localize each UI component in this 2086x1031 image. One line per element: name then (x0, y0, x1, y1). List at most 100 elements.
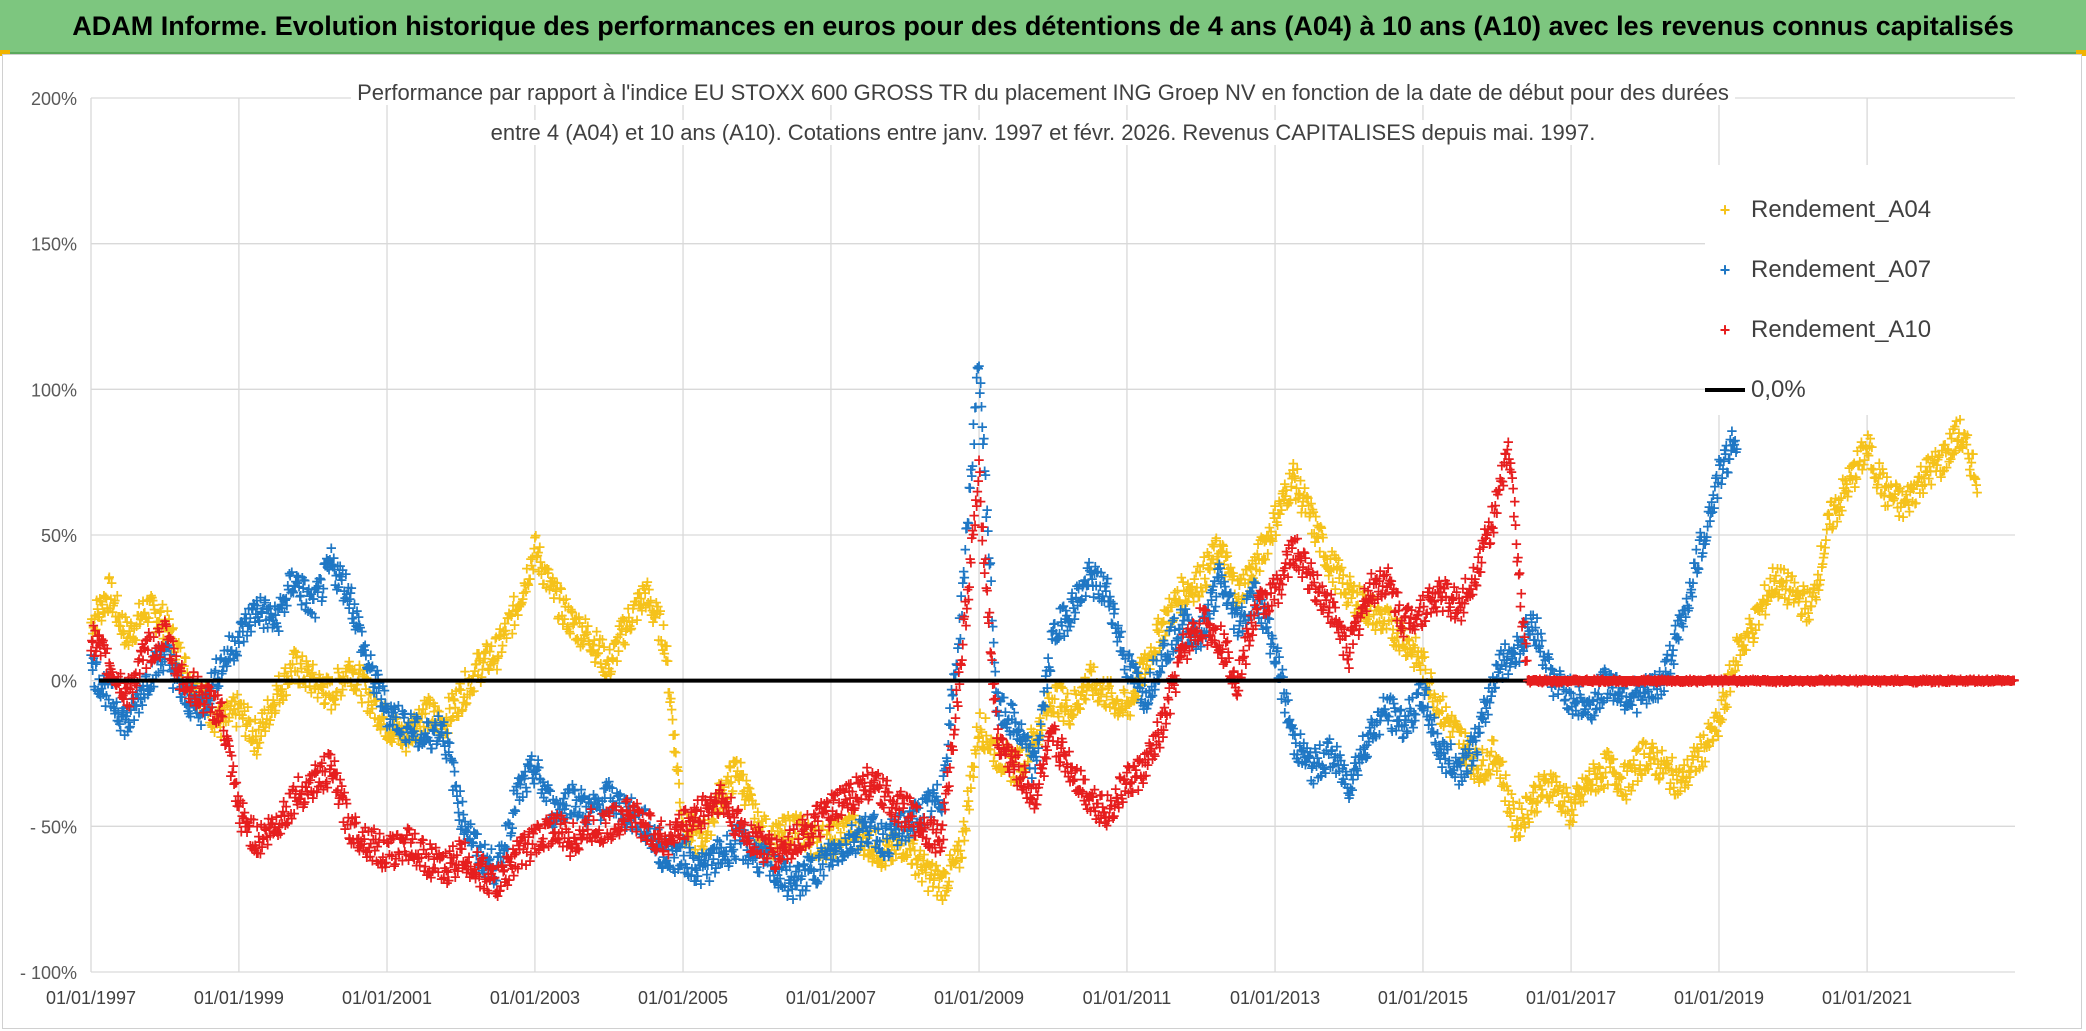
scatter-series: ++++++++++++++++++++++++++++++++++++++++… (85, 357, 2021, 909)
data-point-Rendement_A07: + (973, 357, 986, 375)
data-point-Rendement_A04: + (137, 592, 150, 610)
x-tick-label: 01/01/2007 (786, 988, 876, 1008)
data-point-Rendement_A04: + (107, 597, 120, 615)
data-point-Rendement_A04: + (126, 633, 139, 651)
x-tick-label: 01/01/2017 (1526, 988, 1616, 1008)
data-point-Rendement_A07: + (1731, 440, 1744, 458)
data-point-Rendement_A04: + (109, 592, 122, 610)
data-point-Rendement_A04: + (669, 726, 682, 744)
data-point-Rendement_A04: + (145, 586, 158, 604)
data-point-Rendement_A04: + (89, 607, 102, 625)
data-point-Rendement_A04: + (143, 592, 156, 610)
data-point-Rendement_A04: + (94, 592, 107, 610)
y-tick-label: 150% (31, 235, 77, 255)
corner-mark-right (2076, 50, 2086, 56)
data-point-Rendement_A04: + (134, 615, 147, 633)
data-point-Rendement_A07: + (1282, 691, 1295, 709)
x-tick-label: 01/01/2005 (638, 988, 728, 1008)
data-point-Rendement_A04: + (128, 620, 141, 638)
data-point-Rendement_A04: + (87, 618, 100, 636)
data-point-Rendement_A04: + (673, 775, 686, 793)
data-point-Rendement_A04: + (116, 605, 129, 623)
data-point-Rendement_A04: + (98, 587, 111, 605)
data-point-Rendement_A07: + (974, 374, 987, 392)
x-tick-label: 01/01/2003 (490, 988, 580, 1008)
data-point-Rendement_A04: + (88, 610, 101, 628)
data-point-Rendement_A04: + (95, 611, 108, 629)
data-point-Rendement_A07: + (1101, 569, 1114, 587)
data-point-Rendement_A07: + (975, 398, 988, 416)
data-point-Rendement_A04: + (113, 617, 126, 635)
data-point-Rendement_A04: + (120, 634, 133, 652)
data-point-Rendement_A07: + (1471, 746, 1484, 764)
data-point-Rendement_A04: + (117, 622, 130, 640)
data-point-Rendement_A04: + (104, 599, 117, 617)
data-point-Rendement_A04: + (956, 849, 969, 867)
y-tick-label: - 50% (30, 817, 77, 837)
x-axis-ticks: 01/01/1997 01/01/1999 01/01/2001 01/01/2003… (46, 988, 1912, 1008)
data-point-Rendement_A04: + (661, 652, 674, 670)
data-point-Rendement_A04: + (125, 614, 138, 632)
data-point-Rendement_A04: + (139, 608, 152, 626)
y-tick-label: - 100% (20, 963, 77, 983)
data-point-Rendement_A04: + (97, 603, 110, 621)
data-point-Rendement_A04: + (113, 608, 126, 626)
data-point-Rendement_A04: + (106, 603, 119, 621)
y-tick-label: 0% (51, 672, 77, 692)
data-point-Rendement_A04: + (123, 622, 136, 640)
data-point-Rendement_A04: + (115, 625, 128, 643)
data-point-Rendement_A04: + (142, 609, 155, 627)
data-point-Rendement_A04: + (136, 607, 149, 625)
data-point-Rendement_A04: + (118, 624, 131, 642)
data-point-Rendement_A07: + (1115, 623, 1128, 641)
x-tick-label: 01/01/2009 (934, 988, 1024, 1008)
y-tick-label: 200% (31, 89, 77, 109)
data-point-Rendement_A04: + (135, 607, 148, 625)
data-point-Rendement_A07: + (978, 429, 991, 447)
data-point-Rendement_A04: + (109, 607, 122, 625)
data-point-Rendement_A04: + (133, 594, 146, 612)
data-point-Rendement_A04: + (102, 602, 115, 620)
data-point-Rendement_A04: + (91, 600, 104, 618)
data-point-Rendement_A04: + (129, 631, 142, 649)
data-point-Rendement_A04: + (122, 636, 135, 654)
report-banner-title: ADAM Informe. Evolution historique des p… (0, 0, 2086, 54)
data-point-Rendement_A04: + (141, 591, 154, 609)
y-tick-label: 100% (31, 380, 77, 400)
data-point-Rendement_A04: + (121, 629, 134, 647)
data-point-Rendement_A04: + (963, 800, 976, 818)
data-point-Rendement_A04: + (101, 599, 114, 617)
data-point-Rendement_A04: + (130, 617, 143, 635)
data-point-Rendement_A04: + (86, 610, 99, 628)
data-point-Rendement_A04: + (142, 613, 155, 631)
data-point-Rendement_A04: + (96, 595, 109, 613)
data-point-Rendement_A04: + (98, 603, 111, 621)
x-tick-label: 01/01/2013 (1230, 988, 1320, 1008)
data-point-Rendement_A04: + (1961, 426, 1974, 444)
data-point-Rendement_A04: + (144, 589, 157, 607)
data-point-Rendement_A07: + (1039, 697, 1052, 715)
data-point-Rendement_A04: + (1721, 698, 1734, 716)
data-point-Rendement_A04: + (94, 589, 107, 607)
data-point-Rendement_A04: + (127, 629, 140, 647)
data-point-Rendement_A04: + (90, 591, 103, 609)
data-point-Rendement_A04: + (138, 603, 151, 621)
corner-mark-left (0, 50, 10, 56)
data-point-Rendement_A04: + (103, 568, 116, 586)
x-tick-label: 01/01/1997 (46, 988, 136, 1008)
data-point-Rendement_A04: + (99, 588, 112, 606)
x-tick-label: 01/01/1999 (194, 988, 284, 1008)
x-tick-label: 01/01/2001 (342, 988, 432, 1008)
data-point-Rendement_A07: + (1044, 662, 1057, 680)
data-point-Rendement_A04: + (105, 590, 118, 608)
data-point-Rendement_A07: + (1420, 681, 1433, 699)
data-point-Rendement_A04: + (125, 616, 138, 634)
data-point-Rendement_A04: + (121, 613, 134, 631)
data-point-Rendement_A04: + (111, 586, 124, 604)
data-point-Rendement_A04: + (93, 608, 106, 626)
data-point-Rendement_A07: + (273, 622, 286, 640)
chart-plot: 200%150%100%50%0%- 50%- 100% 01/01/1997 0… (20, 89, 2021, 1008)
data-point-Rendement_A04: + (138, 604, 151, 622)
data-point-Rendement_A04: + (90, 620, 103, 638)
data-point-Rendement_A04: + (960, 822, 973, 840)
